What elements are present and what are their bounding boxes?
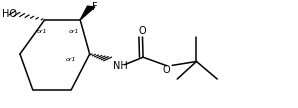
Text: O: O	[162, 65, 170, 75]
Text: or1: or1	[68, 29, 79, 34]
Text: NH: NH	[114, 61, 128, 71]
Text: HO: HO	[2, 9, 17, 19]
Text: F: F	[92, 2, 98, 12]
Polygon shape	[80, 6, 95, 20]
Text: O: O	[138, 26, 146, 36]
Text: or1: or1	[65, 57, 76, 62]
Text: or1: or1	[37, 29, 47, 34]
